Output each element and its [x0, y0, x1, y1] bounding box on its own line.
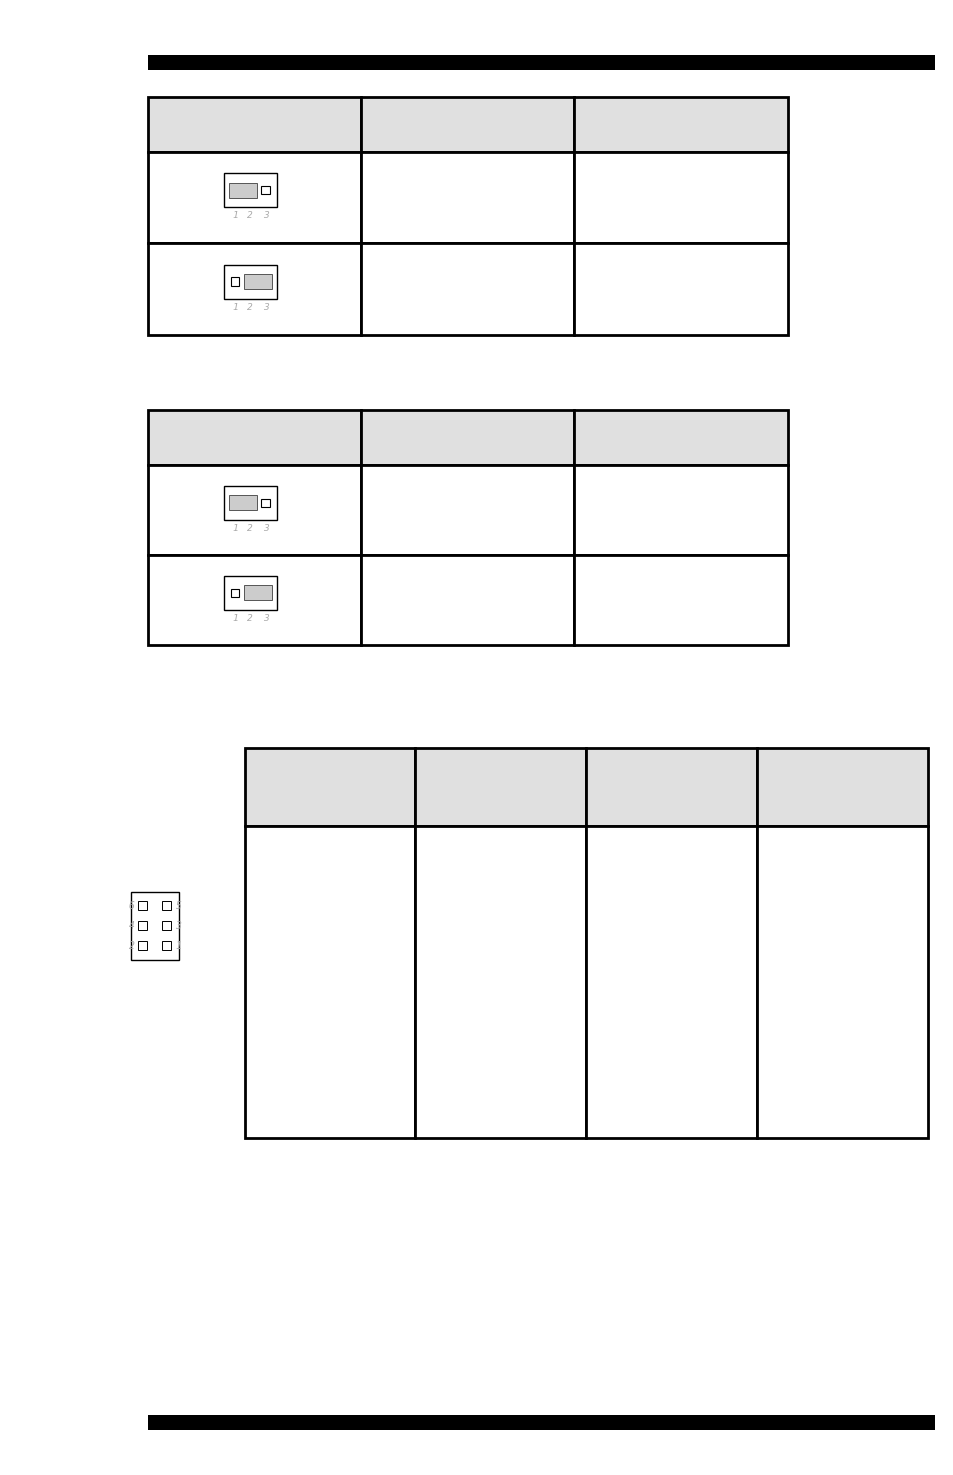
Bar — [246, 589, 254, 597]
Bar — [231, 589, 239, 597]
Bar — [360, 97, 574, 152]
Bar — [229, 183, 256, 198]
Bar — [360, 555, 574, 645]
Bar — [148, 555, 360, 645]
Bar — [574, 410, 787, 465]
Bar — [246, 186, 254, 195]
Bar — [131, 892, 179, 960]
Bar — [415, 748, 585, 826]
Text: 1: 1 — [232, 211, 237, 220]
Text: 1: 1 — [232, 302, 237, 311]
Bar — [585, 826, 757, 1139]
Bar — [574, 243, 787, 335]
Text: 3: 3 — [175, 920, 181, 931]
Bar — [244, 274, 272, 289]
Text: 2: 2 — [247, 614, 253, 622]
Bar — [224, 264, 276, 298]
Text: 2: 2 — [247, 211, 253, 220]
Text: 3: 3 — [262, 614, 268, 622]
Bar — [574, 152, 787, 243]
Bar — [360, 465, 574, 555]
Text: 5: 5 — [175, 901, 181, 912]
Bar — [231, 277, 239, 286]
Bar — [360, 410, 574, 465]
Bar — [224, 575, 276, 609]
Bar — [244, 586, 272, 600]
Bar — [246, 499, 254, 507]
Bar — [261, 186, 270, 195]
Bar — [574, 465, 787, 555]
Bar — [162, 941, 172, 950]
Text: 2: 2 — [247, 302, 253, 311]
Bar — [148, 152, 360, 243]
Bar — [148, 243, 360, 335]
Bar — [360, 152, 574, 243]
Bar — [415, 826, 585, 1139]
Text: 1: 1 — [232, 614, 237, 622]
Bar — [138, 941, 148, 950]
Bar — [162, 901, 172, 910]
Bar — [261, 589, 270, 597]
Bar — [148, 97, 360, 152]
Bar — [138, 922, 148, 931]
Bar — [224, 485, 276, 519]
Text: 1: 1 — [175, 941, 181, 951]
Text: 1: 1 — [232, 524, 237, 532]
Text: 2: 2 — [129, 941, 134, 951]
Text: 6: 6 — [129, 901, 134, 912]
Bar — [231, 499, 239, 507]
Bar — [148, 1415, 934, 1429]
Bar — [229, 496, 256, 510]
Bar — [360, 243, 574, 335]
Text: 3: 3 — [262, 302, 268, 311]
Bar — [574, 555, 787, 645]
Bar — [138, 901, 148, 910]
Text: 2: 2 — [247, 524, 253, 532]
Bar — [162, 922, 172, 931]
Bar — [148, 55, 934, 69]
Bar — [148, 410, 360, 465]
Bar — [261, 499, 270, 507]
Bar — [148, 465, 360, 555]
Bar — [261, 277, 270, 286]
Bar — [224, 173, 276, 207]
Text: 3: 3 — [262, 211, 268, 220]
Text: 4: 4 — [129, 920, 134, 931]
Bar — [231, 186, 239, 195]
Bar — [574, 97, 787, 152]
Text: 3: 3 — [262, 524, 268, 532]
Bar — [245, 826, 415, 1139]
Bar — [757, 826, 927, 1139]
Bar — [245, 748, 415, 826]
Bar — [757, 748, 927, 826]
Bar — [246, 277, 254, 286]
Bar — [585, 748, 757, 826]
